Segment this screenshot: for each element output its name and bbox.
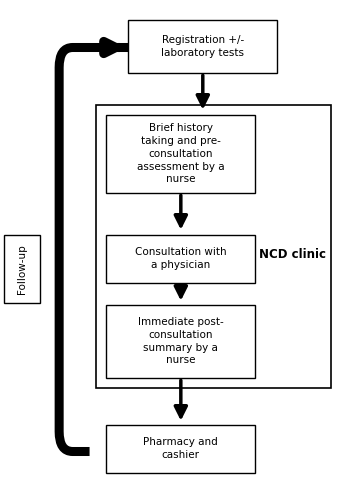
Text: Brief history
taking and pre-
consultation
assessment by a
nurse: Brief history taking and pre- consultati… bbox=[137, 123, 225, 184]
Text: Registration +/-
laboratory tests: Registration +/- laboratory tests bbox=[161, 35, 244, 58]
Bar bbox=[4, 235, 40, 302]
Bar bbox=[106, 235, 255, 282]
Bar bbox=[96, 105, 331, 388]
Text: Immediate post-
consultation
summary by a
nurse: Immediate post- consultation summary by … bbox=[138, 317, 224, 366]
Bar bbox=[128, 20, 277, 72]
Text: Pharmacy and
cashier: Pharmacy and cashier bbox=[143, 438, 218, 460]
Bar bbox=[106, 115, 255, 192]
Bar bbox=[106, 305, 255, 378]
Text: NCD clinic: NCD clinic bbox=[259, 248, 326, 262]
Text: Follow-up: Follow-up bbox=[17, 244, 27, 294]
Bar bbox=[106, 425, 255, 472]
Text: Consultation with
a physician: Consultation with a physician bbox=[135, 248, 227, 270]
